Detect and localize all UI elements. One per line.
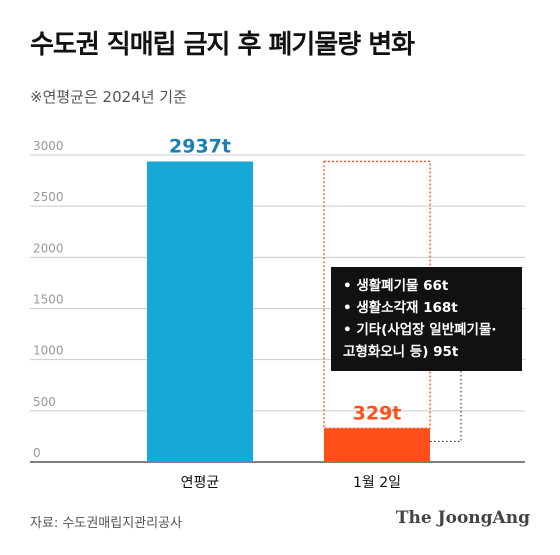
y-tick-label: 2000: [33, 241, 64, 255]
y-tick-label: 1000: [33, 344, 64, 358]
x-category-label: 연평균: [181, 475, 220, 491]
chart-subtitle: ※연평균은 2024년 기준: [30, 88, 187, 106]
bar: [324, 428, 430, 462]
callout-leader-line: [430, 367, 462, 442]
callout-line: • 생활폐기물 66t: [343, 278, 449, 294]
data-label: 329t: [353, 402, 402, 424]
x-category-label: 1월 2일: [353, 475, 401, 491]
y-tick-label: 2500: [33, 190, 64, 204]
breakdown-callout: • 생활폐기물 66t • 생활소각재 168t • 기타(사업장 일반폐기물·…: [331, 267, 522, 371]
callout-line: 고형화오니 등) 95t: [343, 344, 459, 360]
y-tick-label: 0: [33, 446, 41, 460]
source-note: 자료: 수도권매립지관리공사: [30, 516, 183, 531]
brand-logo: The JoongAng: [395, 508, 530, 528]
data-label: 2937t: [169, 135, 231, 157]
y-tick-label: 500: [33, 395, 56, 409]
y-tick-label: 1500: [33, 293, 64, 307]
bar: [147, 161, 253, 462]
y-tick-label: 3000: [33, 139, 64, 153]
chart-title: 수도권 직매립 금지 후 폐기물량 변화: [30, 30, 415, 60]
callout-line: • 생활소각재 168t: [343, 300, 458, 316]
callout-line: • 기타(사업장 일반폐기물·: [343, 322, 497, 338]
